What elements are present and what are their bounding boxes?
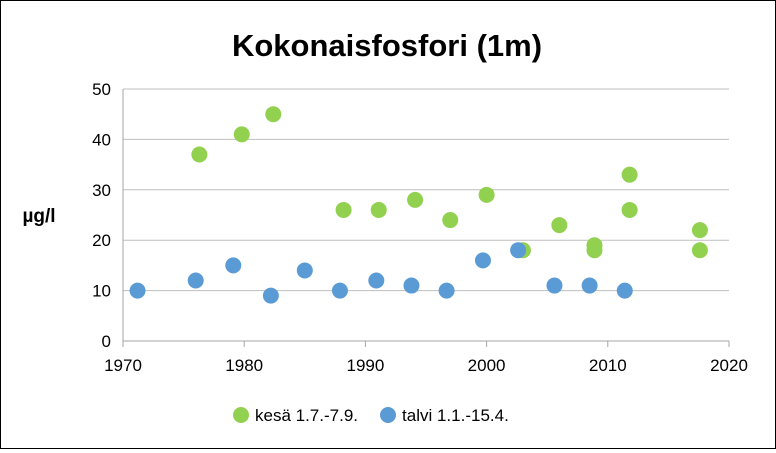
data-point bbox=[691, 242, 708, 259]
legend-label: kesä 1.7.-7.9. bbox=[255, 406, 358, 425]
x-tick-label: 1970 bbox=[104, 356, 142, 375]
data-point bbox=[368, 272, 385, 289]
y-axis-label: µg/l bbox=[22, 206, 55, 227]
legend: kesä 1.7.-7.9. talvi 1.1.-15.4. bbox=[233, 406, 509, 425]
y-tick-label: 20 bbox=[92, 231, 111, 250]
y-tick-label: 30 bbox=[92, 181, 111, 200]
data-point bbox=[586, 242, 603, 259]
data-points bbox=[129, 106, 708, 304]
data-point bbox=[546, 277, 563, 294]
y-tick-label: 40 bbox=[92, 130, 111, 149]
data-point bbox=[551, 217, 568, 234]
x-tick-label: 1990 bbox=[346, 356, 384, 375]
data-point bbox=[403, 277, 420, 294]
data-point bbox=[225, 257, 242, 274]
data-point bbox=[510, 242, 527, 259]
data-point bbox=[233, 126, 250, 143]
data-point bbox=[331, 282, 348, 299]
data-point bbox=[187, 272, 204, 289]
axes bbox=[122, 89, 730, 347]
legend-marker bbox=[233, 407, 249, 423]
y-tick-label: 50 bbox=[92, 80, 111, 99]
data-point bbox=[191, 146, 208, 163]
data-point bbox=[581, 277, 598, 294]
x-tick-label: 2020 bbox=[710, 356, 748, 375]
data-point bbox=[438, 282, 455, 299]
legend-label: talvi 1.1.-15.4. bbox=[402, 406, 509, 425]
data-point bbox=[265, 106, 282, 123]
data-point bbox=[296, 262, 313, 279]
data-point bbox=[407, 191, 424, 208]
data-point bbox=[370, 201, 387, 218]
tick-labels: 0 10 20 30 40 50 1970 1980 1990 2000 2010 2020 bbox=[92, 80, 748, 375]
data-point bbox=[335, 201, 352, 218]
data-point bbox=[621, 166, 638, 183]
x-tick-label: 2000 bbox=[468, 356, 506, 375]
data-point bbox=[616, 282, 633, 299]
y-tick-label: 10 bbox=[92, 282, 111, 301]
data-point bbox=[442, 212, 459, 229]
data-point bbox=[478, 186, 495, 203]
y-tick-label: 0 bbox=[102, 332, 111, 351]
data-point bbox=[474, 252, 491, 269]
chart-title: Kokonaisfosfori (1m) bbox=[232, 28, 542, 63]
x-tick-label: 2010 bbox=[589, 356, 627, 375]
data-point bbox=[129, 282, 146, 299]
x-tick-label: 1980 bbox=[225, 356, 263, 375]
data-point bbox=[262, 287, 279, 304]
gridlines bbox=[123, 88, 729, 292]
data-point bbox=[691, 222, 708, 239]
data-point bbox=[621, 201, 638, 218]
legend-marker bbox=[380, 407, 397, 423]
